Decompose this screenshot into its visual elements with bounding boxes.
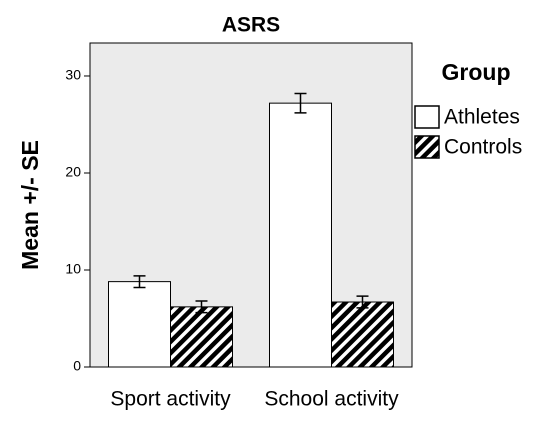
legend-label: Controls: [444, 136, 522, 159]
y-tick-label: 10: [65, 261, 81, 277]
y-tick-label: 20: [65, 164, 81, 180]
error-bar: [133, 275, 146, 289]
error-bar: [294, 92, 307, 114]
legend-label: Athletes: [444, 106, 520, 129]
bar: [108, 281, 171, 368]
y-tick-label: 0: [73, 358, 81, 374]
y-tick-label: 30: [65, 67, 81, 83]
bar: [331, 301, 394, 368]
x-tick-label: Sport activity: [110, 388, 231, 411]
error-bar: [195, 300, 208, 314]
x-tick-label: School activity: [264, 388, 399, 411]
legend-swatch: [414, 105, 440, 129]
y-axis-label: Mean +/- SE: [17, 140, 43, 270]
legend-swatch: [414, 135, 440, 159]
error-bar: [356, 295, 369, 309]
chart-title: ASRS: [222, 14, 280, 37]
legend-title: Group: [442, 59, 511, 85]
bar: [170, 306, 233, 368]
bar: [269, 102, 332, 368]
